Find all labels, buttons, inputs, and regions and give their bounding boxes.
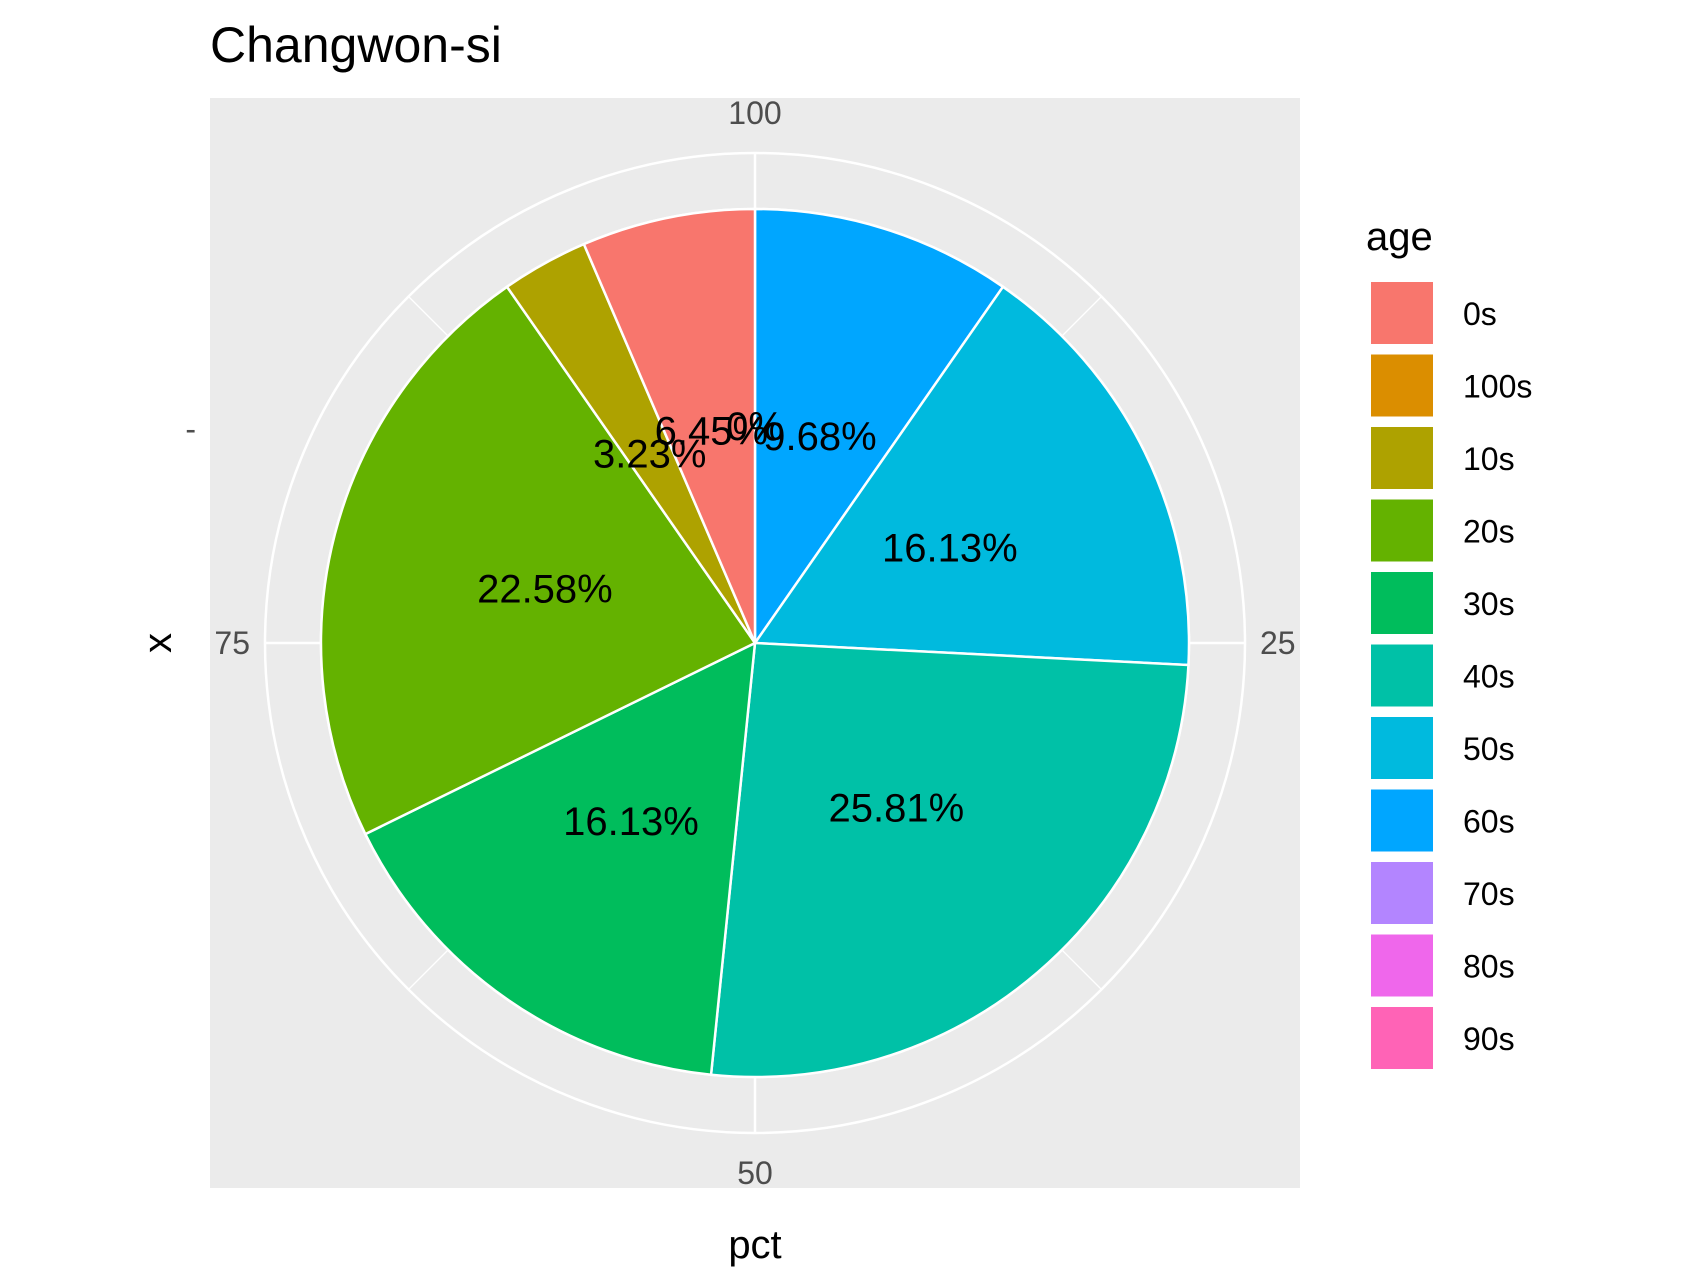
pie-slices	[319, 207, 1191, 1079]
slice-label-50s: 16.13%	[882, 526, 1018, 570]
legend-label-0s: 0s	[1463, 296, 1497, 332]
slice-label-0s: 6.45%	[655, 409, 768, 453]
legend-key-50s	[1369, 715, 1435, 781]
legend-key-30s	[1369, 570, 1435, 636]
theta-tick-50: 50	[737, 1155, 773, 1191]
legend-key-40s	[1369, 642, 1435, 709]
theta-tick-25: 25	[1260, 625, 1296, 661]
slice-label-40s: 25.81%	[828, 787, 964, 831]
pie-slice-50s	[752, 285, 1191, 667]
legend-label-80s: 80s	[1463, 949, 1515, 985]
slice-label-60s: 9.68%	[763, 415, 876, 459]
legend-key-10s	[1369, 425, 1435, 491]
legend-key-100s	[1369, 352, 1435, 419]
pie-slice-20s	[319, 285, 757, 836]
legend-key-70s	[1369, 860, 1435, 926]
theta-tick-100: 100	[728, 95, 781, 131]
legend-key-80s	[1369, 932, 1435, 999]
legend-label-10s: 10s	[1463, 441, 1515, 477]
legend-label-40s: 40s	[1463, 659, 1515, 695]
pie-slice-0s	[582, 207, 757, 644]
legend-label-50s: 50s	[1463, 731, 1515, 767]
pie-slice-60s	[753, 207, 1005, 647]
y-tick-label: -	[185, 411, 196, 447]
slice-label-20s: 22.58%	[477, 568, 613, 612]
legend-key-20s	[1369, 497, 1435, 564]
y-axis-label: x	[136, 633, 180, 653]
chart-title: Changwon-si	[210, 17, 502, 73]
x-axis-label: pct	[728, 1223, 781, 1267]
legend-label-60s: 60s	[1463, 804, 1515, 840]
pie-slice-40s	[709, 641, 1190, 1079]
legend-key-0s	[1369, 280, 1435, 346]
legend-label-20s: 20s	[1463, 514, 1515, 550]
slice-labels: 0%9.68% 16.13% 25.81% 16.13% 22.58% 3.23%6.45…	[477, 405, 1018, 844]
pie-slice-30s	[363, 640, 757, 1077]
legend-label-70s: 70s	[1463, 876, 1515, 912]
legend-label-90s: 90s	[1463, 1021, 1515, 1057]
legend: age 0s 100s 10s 20s 30s 40s 50s 60s 70s 80s 90s	[1366, 215, 1532, 1071]
legend-label-30s: 30s	[1463, 586, 1515, 622]
slice-label-30s: 16.13%	[563, 800, 699, 844]
legend-key-90s	[1369, 1005, 1435, 1071]
legend-title: age	[1366, 215, 1433, 259]
legend-label-100s: 100s	[1463, 369, 1532, 405]
slice-label-10s: 3.23%	[593, 432, 706, 476]
theta-tick-75: 75	[214, 625, 250, 661]
slice-label-90s: 0%	[726, 405, 784, 449]
theta-ticks: 100 25 50 75	[214, 95, 1295, 1191]
legend-key-60s	[1369, 787, 1435, 854]
